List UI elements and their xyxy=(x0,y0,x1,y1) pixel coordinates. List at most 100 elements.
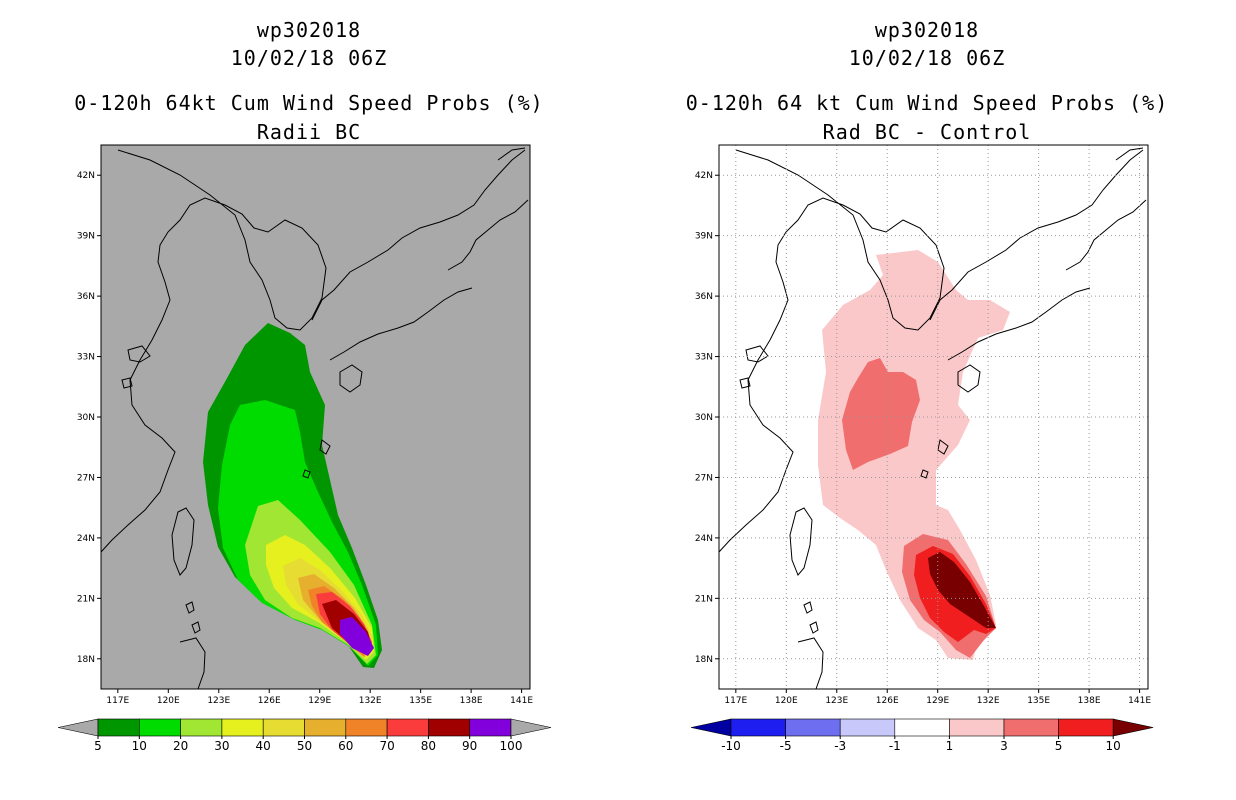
x-tick-label: 126E xyxy=(876,696,899,706)
colorbar-swatch xyxy=(262,718,305,737)
colorbar-label: 90 xyxy=(462,739,477,753)
x-tick-label: 135E xyxy=(409,696,432,706)
colorbar-label: 30 xyxy=(214,739,229,753)
y-tick-label: 39N xyxy=(77,232,95,242)
coastline-segment xyxy=(311,149,526,321)
colorbar-extend-low xyxy=(57,718,99,737)
right-panel: wp302018 10/02/18 06Z 0-120h 64 kt Cum W… xyxy=(618,0,1236,800)
colorbar-label: -1 xyxy=(889,739,901,753)
colorbar-swatch xyxy=(386,718,429,737)
coastline-segment xyxy=(739,377,751,389)
coastline-segment xyxy=(121,377,133,389)
y-tick-label: 21N xyxy=(77,594,95,604)
y-tick-label: 21N xyxy=(695,594,713,604)
y-tick-label: 18N xyxy=(77,655,95,665)
colorbar-label: -5 xyxy=(780,739,792,753)
x-tick-label: 132E xyxy=(977,696,1000,706)
y-tick-label: 24N xyxy=(695,534,713,544)
coastline-segment xyxy=(803,601,813,614)
colorbar-swatch xyxy=(180,718,223,737)
colorbar: -10 -5 -3 -1 1 3 5 10 xyxy=(690,718,1154,753)
coastline-segment xyxy=(319,439,331,455)
probability-contours xyxy=(203,323,382,668)
coastline-segment xyxy=(447,199,529,271)
colorbar-label: 100 xyxy=(500,739,523,753)
x-tick-label: 129E xyxy=(926,696,949,706)
valid-time: 10/02/18 06Z xyxy=(230,46,388,70)
colorbar-swatch xyxy=(304,718,347,737)
y-tick-label: 30N xyxy=(77,413,95,423)
x-tick-label: 129E xyxy=(308,696,331,706)
left-panel: wp302018 10/02/18 06Z 0-120h 64kt Cum Wi… xyxy=(57,18,552,753)
colorbar-extend-high xyxy=(510,718,552,737)
x-tick-label: 138E xyxy=(1078,696,1101,706)
chart-subtitle: Rad BC - Control xyxy=(822,120,1032,144)
colorbar-swatch xyxy=(428,718,470,737)
y-tick-label: 18N xyxy=(695,655,713,665)
colorbar-label: 80 xyxy=(421,739,436,753)
x-tick-label: 117E xyxy=(724,696,747,706)
contour-90 xyxy=(340,617,374,656)
coastline-segment xyxy=(797,637,824,690)
colorbar-swatch xyxy=(469,718,512,737)
coastline-segment xyxy=(1115,147,1144,161)
coastline-segment xyxy=(191,621,201,634)
coastline-segment xyxy=(339,364,363,393)
colorbar-label: 5 xyxy=(94,739,102,753)
y-tick-label: 33N xyxy=(77,353,95,363)
colorbar-swatch xyxy=(839,718,896,737)
coastline-segment xyxy=(127,345,151,363)
coastlines xyxy=(718,147,1147,690)
storm-id: wp302018 xyxy=(874,18,980,42)
chart-title: 0-120h 64 kt Cum Wind Speed Probs (%) xyxy=(685,91,1169,115)
colorbar-swatch xyxy=(139,718,181,737)
y-tick-label: 36N xyxy=(77,292,95,302)
difference-map: 117E 120E 123E 126E 129E 132E 135E 138E 141E 42N 3… xyxy=(690,144,1154,753)
coastline-segment xyxy=(920,469,929,479)
colorbar-label: -3 xyxy=(834,739,846,753)
x-tick-label: 120E xyxy=(775,696,798,706)
y-tick-label: 27N xyxy=(695,473,713,483)
coastline-segment xyxy=(100,149,327,553)
coastline-segment xyxy=(957,364,981,393)
chart-subtitle: Radii BC xyxy=(256,120,362,144)
coastline-segment xyxy=(937,439,949,455)
y-tick-label: 36N xyxy=(695,292,713,302)
colorbar-label: 20 xyxy=(173,739,188,753)
valid-time: 10/02/18 06Z xyxy=(848,46,1006,70)
y-tick-label: 24N xyxy=(77,534,95,544)
coastline-segment xyxy=(497,147,526,161)
colorbar-label: 3 xyxy=(1000,739,1008,753)
colorbar-swatch xyxy=(1058,718,1114,737)
coastline-segment xyxy=(185,601,195,614)
colorbar-extend-low xyxy=(690,718,732,737)
colorbar-swatch xyxy=(785,718,841,737)
colorbar-label: 50 xyxy=(297,739,312,753)
y-tick-label: 27N xyxy=(77,473,95,483)
colorbar-label: 5 xyxy=(1055,739,1063,753)
x-tick-label: 138E xyxy=(460,696,483,706)
coastline-segment xyxy=(329,287,473,361)
colorbar-swatch xyxy=(345,718,388,737)
chart-title: 0-120h 64kt Cum Wind Speed Probs (%) xyxy=(74,91,544,115)
axis-ticks: 117E 120E 123E 126E 129E 132E 135E 138E 141E 42N 3… xyxy=(77,171,534,706)
gridlines xyxy=(719,145,1148,689)
y-tick-label: 33N xyxy=(695,353,713,363)
colorbar-swatch xyxy=(1003,718,1059,737)
colorbar-swatch xyxy=(97,718,140,737)
coastline-segment xyxy=(789,507,813,576)
coastline-segment xyxy=(302,469,311,479)
colorbar-swatch xyxy=(730,718,786,737)
colorbar-label: -10 xyxy=(721,739,741,753)
coastline-segment xyxy=(1065,199,1147,271)
colorbar-label: 10 xyxy=(1106,739,1121,753)
colorbar: 5 10 20 30 40 50 60 70 80 90 100 xyxy=(57,718,552,753)
contour-above-10 xyxy=(928,552,996,628)
coastline-segment xyxy=(745,345,769,363)
x-tick-label: 132E xyxy=(359,696,382,706)
coastline-segment xyxy=(809,621,819,634)
colorbar-label: 10 xyxy=(132,739,147,753)
x-tick-label: 141E xyxy=(510,696,533,706)
x-tick-label: 120E xyxy=(157,696,180,706)
x-tick-label: 126E xyxy=(258,696,281,706)
